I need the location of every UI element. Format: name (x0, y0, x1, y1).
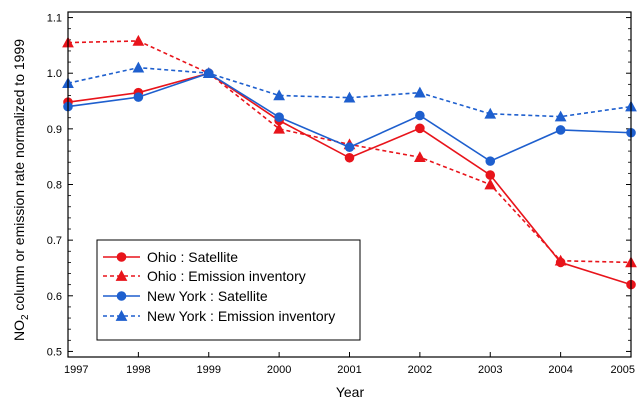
plot-frame (67, 11, 632, 358)
data-point (415, 110, 425, 121)
y-tick-label: 0.6 (47, 291, 62, 303)
series-group (62, 34, 637, 290)
y-tick-label: 0.7 (47, 235, 62, 247)
data-point (132, 61, 145, 73)
data-point (554, 110, 567, 122)
data-point (414, 86, 426, 98)
x-tick-label: 1999 (197, 364, 221, 376)
x-tick-label: 2001 (337, 364, 361, 376)
legend-swatch-marker (116, 252, 127, 262)
data-point (485, 156, 496, 166)
legend-entry: New York : Emission inventory (103, 308, 335, 324)
data-point (414, 151, 426, 163)
data-point (273, 89, 285, 101)
x-tick-labels: 1997 1998 1999 2000 2001 2002 2003 2004 2005 (64, 364, 635, 376)
data-point (273, 122, 285, 134)
legend: Ohio : Satellite Ohio : Emission inventor… (96, 239, 361, 341)
data-point (343, 91, 356, 103)
legend-swatch-marker (116, 291, 127, 301)
y-axis-title-subscript: 2 (20, 314, 31, 320)
data-point (485, 170, 496, 180)
y-tick-label: 0.8 (47, 180, 62, 192)
x-tick-label: 2002 (408, 364, 432, 376)
legend-entry: Ohio : Satellite (103, 249, 238, 265)
x-tick-label: 2005 (611, 364, 635, 376)
series-2 (63, 68, 636, 166)
legend-label: New York : Emission inventory (147, 308, 335, 324)
series-3 (62, 61, 637, 122)
x-tick-label: 1997 (64, 364, 88, 376)
y-axis-title-suffix: column or emission rate normalized to 19… (11, 39, 27, 315)
x-tick-label: 2003 (478, 364, 502, 376)
series-line (67, 66, 632, 118)
data-point (133, 92, 144, 102)
x-tick-label: 2000 (267, 364, 291, 376)
data-point (415, 123, 425, 134)
data-point (132, 34, 145, 46)
y-tick-labels: 0.5 0.6 0.7 0.8 0.9 1.0 1.1 (47, 13, 62, 359)
data-point (555, 125, 566, 135)
legend-label: Ohio : Satellite (147, 249, 238, 265)
data-point (202, 67, 215, 79)
y-tick-label: 0.5 (47, 346, 62, 358)
y-axis-title: NO2 column or emission rate normalized t… (11, 39, 31, 341)
legend-swatch-marker (115, 309, 128, 321)
x-tick-label: 1998 (126, 364, 150, 376)
legend-swatch-marker (115, 269, 128, 281)
y-tick-label: 1.0 (47, 68, 62, 80)
data-point (344, 152, 355, 163)
data-point (554, 254, 567, 266)
data-point (274, 112, 284, 122)
data-point (484, 107, 497, 119)
x-axis-title: Year (336, 384, 365, 400)
data-point (344, 142, 355, 153)
y-axis-title-prefix: NO (11, 320, 27, 341)
legend-box (96, 239, 361, 341)
legend-label: New York : Satellite (147, 288, 268, 304)
y-tick-label: 1.1 (47, 13, 62, 25)
legend-entry: Ohio : Emission inventory (103, 268, 306, 284)
y-tick-label: 0.9 (47, 124, 62, 136)
data-point (484, 178, 497, 190)
x-tick-label: 2004 (548, 364, 572, 376)
legend-entry: New York : Satellite (103, 288, 268, 304)
legend-label: Ohio : Emission inventory (147, 268, 306, 284)
